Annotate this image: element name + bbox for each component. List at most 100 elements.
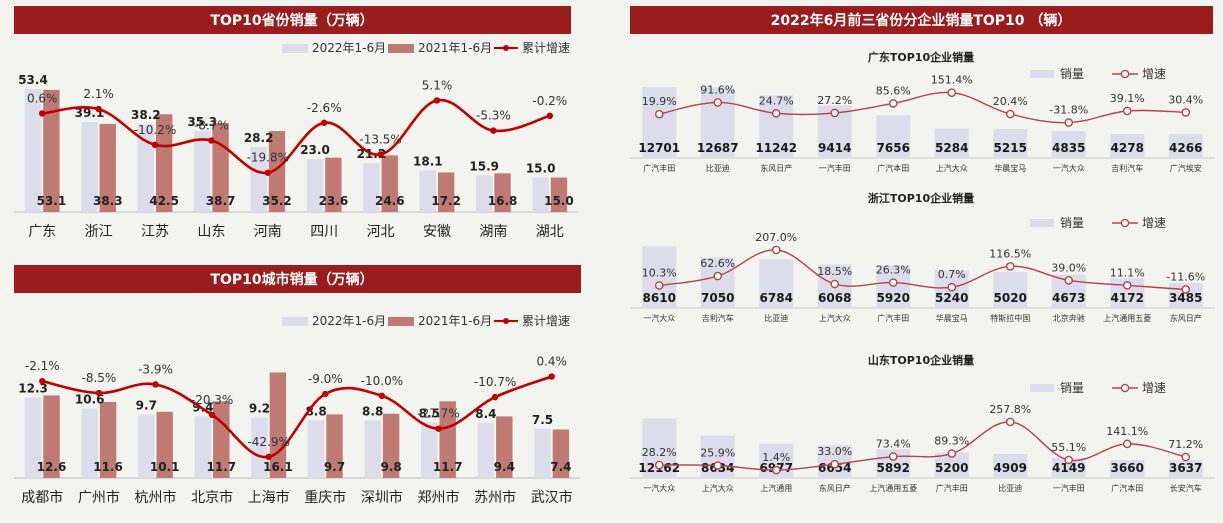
sales-bar [700, 257, 735, 308]
sales-bar [1110, 134, 1145, 158]
value-label-2022: 12.3 [18, 381, 48, 395]
bar-2021 [439, 401, 456, 478]
growth-marker [771, 109, 781, 118]
companies-banner [630, 6, 1213, 34]
growth-marker [548, 373, 555, 380]
value-label-2022: 9.2 [249, 402, 270, 416]
bar-2021 [438, 172, 455, 212]
legend-label-sales: 销量 [1060, 381, 1084, 395]
growth-label: -42.9% [247, 435, 289, 449]
sales-value-label: 3660 [1111, 461, 1144, 475]
sales-value-label: 4835 [1052, 141, 1085, 155]
growth-label: -9.0% [308, 372, 343, 386]
category-label: 上汽大众 [819, 313, 851, 323]
growth-label: 25.9% [700, 446, 735, 459]
sales-value-label: 4909 [994, 461, 1027, 475]
value-label-2022: 10.6 [75, 393, 105, 407]
growth-line [42, 375, 553, 459]
legend-label-2022: 2022年1-6月 [312, 314, 386, 328]
category-label: 湖北 [536, 224, 564, 240]
growth-label: 89.3% [934, 435, 969, 448]
bar-2022 [307, 420, 325, 478]
shandong-chart: 山东TOP10企业销量销量增速12162一汽大众8634上汽大众6977上汽通用… [630, 353, 1215, 493]
growth-label: 30.4% [1168, 93, 1203, 106]
sales-value-label: 5920 [877, 291, 910, 305]
growth-label: 26.3% [876, 264, 911, 277]
growth-marker [1064, 118, 1074, 127]
legend-swatch-2022 [282, 44, 308, 53]
growth-label: 11.1% [1110, 266, 1145, 279]
growth-marker [947, 88, 957, 97]
bar-2021 [325, 157, 342, 212]
growth-label: 19.9% [642, 95, 677, 108]
growth-marker [321, 119, 328, 126]
category-label: 一汽丰田 [819, 163, 851, 173]
category-label: 比亚迪 [706, 163, 730, 173]
growth-label: -0.2% [532, 94, 567, 108]
sales-bar [1168, 134, 1203, 158]
sales-value-label: 12701 [638, 141, 680, 155]
bar-2021 [550, 177, 568, 212]
value-label-2021: 9.8 [380, 460, 401, 474]
value-label-2022: 35.3 [187, 115, 217, 129]
growth-label: -3.9% [138, 363, 173, 377]
legend-label-growth: 累计增速 [522, 314, 570, 328]
growth-marker [1122, 439, 1132, 449]
legend-label-growth: 累计增速 [522, 41, 570, 55]
legend-swatch-2022 [282, 317, 308, 326]
growth-marker [654, 109, 664, 119]
sales-value-label: 3637 [1169, 461, 1202, 475]
bar-2022 [194, 416, 212, 478]
growth-label: 0.6% [27, 91, 58, 105]
sales-bar [642, 246, 677, 308]
legend-swatch-2021 [388, 44, 414, 53]
growth-marker [1122, 106, 1132, 116]
legend-swatch-sales [1030, 384, 1054, 392]
charts-layer: 2022年1-6月 2021年1-6月 累计增速53.453.1广东39.138.3… [14, 41, 1215, 506]
value-label-2022: 15.0 [526, 162, 556, 176]
growth-label: -13.5% [359, 132, 401, 146]
growth-label: -10.0% [361, 374, 403, 388]
value-label-2022: 53.4 [18, 73, 48, 87]
sales-value-label: 7656 [877, 141, 910, 155]
category-label: 成都市 [21, 489, 63, 506]
cities-legend: 2022年1-6月 2021年1-6月 累计增速 [282, 314, 570, 328]
sales-value-label: 8610 [643, 291, 676, 305]
category-label: 上海市 [248, 489, 290, 506]
bar-2022 [532, 177, 549, 212]
growth-label: -27.7% [417, 407, 459, 421]
growth-label: -10.2% [134, 123, 176, 137]
category-label: 上汽大众 [702, 483, 734, 493]
growth-label: -10.7% [474, 375, 516, 389]
category-label: 上汽通用五菱 [869, 483, 917, 493]
legend-marker-growth [1120, 218, 1130, 228]
bar-2022 [250, 147, 267, 212]
growth-marker [264, 169, 271, 176]
value-label-2021: 17.2 [431, 194, 461, 208]
growth-marker [39, 377, 46, 385]
bar-2022 [306, 159, 324, 212]
category-label: 吉利汽车 [702, 313, 734, 323]
category-label: 东风日产 [1170, 313, 1202, 323]
category-label: 河北 [367, 224, 395, 240]
growth-label: 207.0% [755, 231, 797, 244]
category-label: 郑州市 [418, 489, 460, 506]
category-label: 浙江 [85, 224, 113, 240]
growth-line [659, 421, 1186, 471]
guangdong-legend: 销量 增速 [1030, 67, 1166, 81]
growth-marker [947, 282, 957, 292]
sales-value-label: 9414 [818, 141, 851, 155]
bar-2022 [81, 122, 98, 212]
category-label: 广汽丰田 [936, 483, 968, 493]
growth-line [42, 98, 551, 175]
growth-marker [771, 465, 781, 475]
cities-title: TOP10城市销量（万辆） [210, 271, 373, 288]
growth-marker [1064, 276, 1074, 285]
category-label: 广州市 [78, 489, 120, 506]
bar-2021 [156, 114, 173, 212]
value-label-2021: 38.7 [206, 194, 236, 208]
growth-label: -19.8% [247, 151, 289, 165]
bar-2021 [494, 173, 511, 212]
category-label: 上汽大众 [936, 163, 968, 173]
